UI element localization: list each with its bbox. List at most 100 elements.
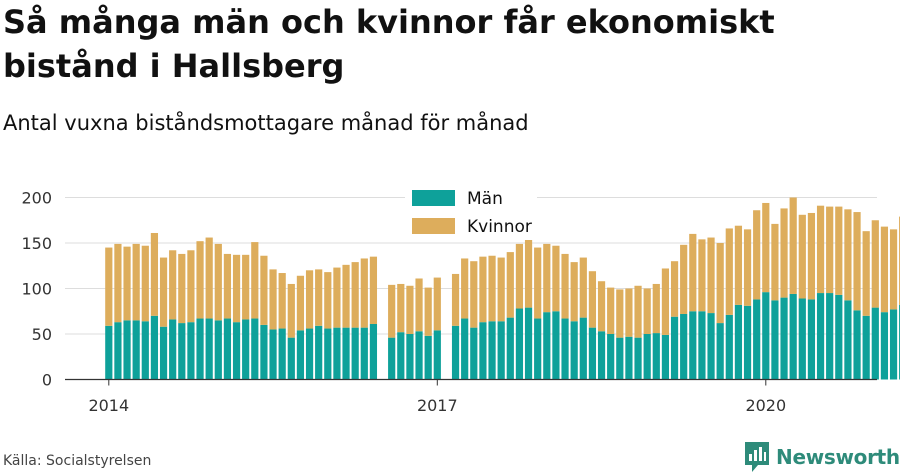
bar-kvinnor bbox=[853, 212, 861, 311]
bar-kvinnor bbox=[670, 261, 679, 317]
bar-kvinnor bbox=[342, 264, 350, 328]
bar-man bbox=[880, 312, 889, 380]
bar-kvinnor bbox=[862, 231, 870, 316]
bar-kvinnor bbox=[561, 253, 569, 319]
bar-man bbox=[105, 325, 113, 380]
bar-man bbox=[871, 307, 879, 380]
bar-man bbox=[652, 333, 660, 380]
bar-man bbox=[853, 310, 861, 380]
bar-kvinnor bbox=[762, 202, 770, 293]
bar-kvinnor bbox=[150, 232, 159, 316]
bar-man bbox=[689, 311, 697, 380]
bar-kvinnor bbox=[816, 205, 825, 294]
bar-man bbox=[543, 312, 551, 380]
bar-man bbox=[415, 331, 423, 380]
bar-kvinnor bbox=[661, 268, 670, 335]
legend: Män Kvinnor bbox=[405, 184, 537, 240]
bar-kvinnor bbox=[269, 269, 277, 330]
bar-kvinnor bbox=[506, 252, 514, 318]
bar-man bbox=[369, 323, 378, 380]
bar-man bbox=[461, 318, 469, 380]
bar-kvinnor bbox=[570, 262, 578, 322]
bar-man bbox=[223, 318, 232, 380]
bar-kvinnor bbox=[753, 210, 761, 300]
bar-man bbox=[278, 328, 286, 380]
bar-man bbox=[597, 331, 606, 380]
bar-kvinnor bbox=[780, 208, 788, 298]
bar-kvinnor bbox=[743, 229, 752, 306]
bar-kvinnor bbox=[223, 253, 232, 319]
x-tick-label: 2020 bbox=[745, 396, 786, 415]
bar-man bbox=[561, 318, 569, 380]
bar-man bbox=[670, 316, 679, 380]
bar-man bbox=[607, 334, 615, 380]
bar-man bbox=[269, 329, 277, 380]
bar-man bbox=[643, 334, 651, 380]
bar-kvinnor bbox=[159, 257, 168, 327]
bar-man bbox=[515, 308, 524, 380]
bar-man bbox=[187, 322, 195, 380]
bar-kvinnor bbox=[397, 283, 405, 333]
bar-man bbox=[625, 336, 633, 380]
y-tick-label: 200 bbox=[21, 189, 52, 208]
bar-kvinnor bbox=[652, 283, 660, 334]
bar-kvinnor bbox=[470, 261, 478, 328]
bar-man bbox=[251, 318, 259, 380]
bar-man bbox=[342, 327, 350, 380]
bar-kvinnor bbox=[351, 262, 359, 328]
bar-kvinnor bbox=[205, 237, 213, 319]
bar-man bbox=[296, 330, 305, 380]
bars bbox=[105, 197, 900, 380]
bar-man bbox=[470, 327, 478, 380]
bar-kvinnor bbox=[524, 237, 533, 308]
bar-kvinnor bbox=[333, 267, 341, 328]
bar-man bbox=[616, 337, 624, 380]
bar-kvinnor bbox=[515, 243, 524, 309]
bar-kvinnor bbox=[826, 206, 834, 294]
bar-man bbox=[388, 337, 396, 380]
bar-kvinnor bbox=[488, 255, 496, 322]
bar-man bbox=[305, 328, 314, 380]
bar-man bbox=[771, 300, 779, 380]
bar-man bbox=[488, 321, 496, 380]
source-note: Källa: Socialstyrelsen bbox=[3, 453, 152, 469]
bar-kvinnor bbox=[643, 288, 651, 334]
bar-kvinnor bbox=[597, 281, 606, 332]
bar-kvinnor bbox=[360, 258, 368, 328]
bar-man bbox=[579, 317, 587, 380]
bar-man bbox=[707, 313, 715, 380]
bar-man bbox=[214, 320, 222, 380]
bar-kvinnor bbox=[251, 242, 259, 319]
x-tick-label: 2014 bbox=[88, 396, 129, 415]
bar-man bbox=[451, 325, 460, 380]
bar-kvinnor bbox=[178, 253, 186, 324]
bar-kvinnor bbox=[734, 225, 743, 305]
bar-man bbox=[734, 304, 743, 380]
bar-man bbox=[524, 307, 533, 380]
bar-man bbox=[789, 293, 797, 380]
bar-man bbox=[743, 305, 752, 380]
bar-kvinnor bbox=[242, 254, 250, 320]
bar-kvinnor bbox=[497, 257, 505, 322]
bar-man bbox=[634, 337, 642, 380]
bar-kvinnor bbox=[278, 273, 286, 329]
y-axis-ticks: 0 50 100 150 200 bbox=[21, 189, 52, 390]
bar-kvinnor bbox=[807, 212, 816, 300]
bar-man bbox=[150, 315, 159, 380]
bar-kvinnor bbox=[315, 269, 323, 326]
bar-kvinnor bbox=[534, 247, 542, 319]
bar-man bbox=[570, 321, 578, 380]
bar-man bbox=[169, 319, 177, 380]
bar-man bbox=[260, 324, 268, 380]
bar-kvinnor bbox=[141, 245, 149, 322]
bar-kvinnor bbox=[232, 254, 241, 323]
bar-kvinnor bbox=[406, 285, 414, 334]
bar-kvinnor bbox=[479, 256, 487, 323]
bar-man bbox=[698, 311, 706, 380]
bar-man bbox=[424, 335, 432, 380]
bar-man bbox=[826, 293, 834, 380]
bar-kvinnor bbox=[114, 243, 122, 323]
bar-kvinnor bbox=[880, 226, 889, 313]
page-subtitle: Antal vuxna biståndsmottagare månad för … bbox=[3, 111, 529, 135]
